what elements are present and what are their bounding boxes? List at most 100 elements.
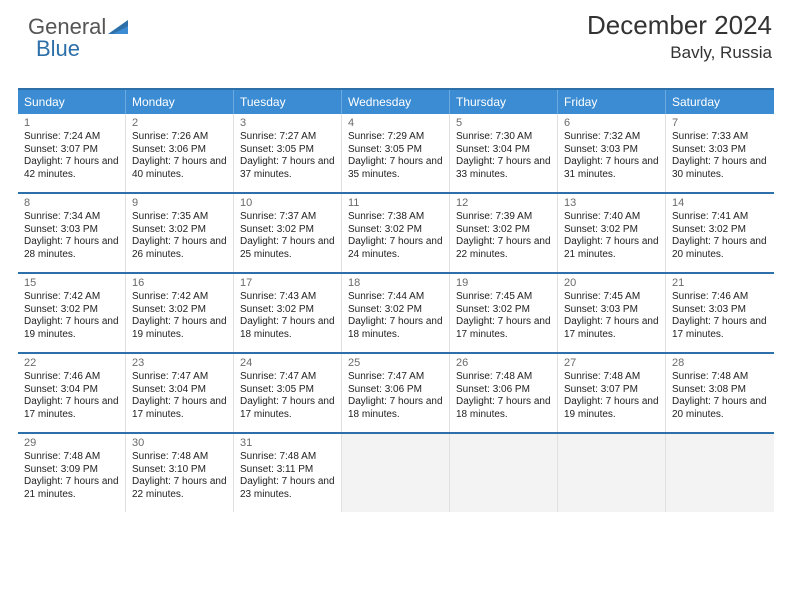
daylight-line: Daylight: 7 hours and 17 minutes. — [456, 316, 551, 341]
sunrise-line: Sunrise: 7:48 AM — [564, 371, 659, 384]
page-title: December 2024 — [587, 10, 772, 41]
calendar-day: 11Sunrise: 7:38 AMSunset: 3:02 PMDayligh… — [342, 194, 450, 272]
daylight-line: Daylight: 7 hours and 40 minutes. — [132, 156, 227, 181]
dow-fri: Friday — [558, 90, 666, 114]
calendar-day: 27Sunrise: 7:48 AMSunset: 3:07 PMDayligh… — [558, 354, 666, 432]
daylight-line: Daylight: 7 hours and 22 minutes. — [456, 236, 551, 261]
calendar-day: 22Sunrise: 7:46 AMSunset: 3:04 PMDayligh… — [18, 354, 126, 432]
daylight-line: Daylight: 7 hours and 19 minutes. — [564, 396, 659, 421]
calendar-day: 13Sunrise: 7:40 AMSunset: 3:02 PMDayligh… — [558, 194, 666, 272]
calendar-day: 14Sunrise: 7:41 AMSunset: 3:02 PMDayligh… — [666, 194, 774, 272]
calendar-day: 20Sunrise: 7:45 AMSunset: 3:03 PMDayligh… — [558, 274, 666, 352]
day-number: 8 — [24, 197, 119, 209]
day-number: 24 — [240, 357, 335, 369]
sunset-line: Sunset: 3:05 PM — [240, 144, 335, 157]
day-number: 30 — [132, 437, 227, 449]
dow-tue: Tuesday — [234, 90, 342, 114]
calendar-day: 10Sunrise: 7:37 AMSunset: 3:02 PMDayligh… — [234, 194, 342, 272]
day-number: 25 — [348, 357, 443, 369]
sunrise-line: Sunrise: 7:29 AM — [348, 131, 443, 144]
daylight-line: Daylight: 7 hours and 17 minutes. — [564, 316, 659, 341]
sunset-line: Sunset: 3:07 PM — [24, 144, 119, 157]
sunset-line: Sunset: 3:05 PM — [240, 384, 335, 397]
calendar-day: 4Sunrise: 7:29 AMSunset: 3:05 PMDaylight… — [342, 114, 450, 192]
day-number: 16 — [132, 277, 227, 289]
sunrise-line: Sunrise: 7:46 AM — [24, 371, 119, 384]
sunrise-line: Sunrise: 7:46 AM — [672, 291, 768, 304]
sunset-line: Sunset: 3:02 PM — [132, 224, 227, 237]
sunrise-line: Sunrise: 7:33 AM — [672, 131, 768, 144]
daylight-line: Daylight: 7 hours and 28 minutes. — [24, 236, 119, 261]
logo-triangle-icon — [108, 14, 128, 40]
page-location: Bavly, Russia — [587, 43, 772, 63]
day-number: 4 — [348, 117, 443, 129]
sunrise-line: Sunrise: 7:24 AM — [24, 131, 119, 144]
day-number: 21 — [672, 277, 768, 289]
daylight-line: Daylight: 7 hours and 42 minutes. — [24, 156, 119, 181]
day-number: 9 — [132, 197, 227, 209]
sunset-line: Sunset: 3:03 PM — [672, 144, 768, 157]
calendar-week: 22Sunrise: 7:46 AMSunset: 3:04 PMDayligh… — [18, 354, 774, 434]
sunrise-line: Sunrise: 7:45 AM — [456, 291, 551, 304]
sunrise-line: Sunrise: 7:26 AM — [132, 131, 227, 144]
sunrise-line: Sunrise: 7:41 AM — [672, 211, 768, 224]
sunset-line: Sunset: 3:02 PM — [348, 224, 443, 237]
daylight-line: Daylight: 7 hours and 17 minutes. — [132, 396, 227, 421]
sunrise-line: Sunrise: 7:42 AM — [132, 291, 227, 304]
calendar-day: 31Sunrise: 7:48 AMSunset: 3:11 PMDayligh… — [234, 434, 342, 512]
sunset-line: Sunset: 3:06 PM — [348, 384, 443, 397]
daylight-line: Daylight: 7 hours and 22 minutes. — [132, 476, 227, 501]
calendar-day: 24 Sunrise: 7:47 AMSunset: 3:05 PMDayligh… — [234, 354, 342, 432]
calendar-day: 26Sunrise: 7:48 AMSunset: 3:06 PMDayligh… — [450, 354, 558, 432]
daylight-line: Daylight: 7 hours and 20 minutes. — [672, 396, 768, 421]
calendar-empty — [342, 434, 450, 512]
day-number: 31 — [240, 437, 335, 449]
daylight-line: Daylight: 7 hours and 17 minutes. — [672, 316, 768, 341]
dow-wed: Wednesday — [342, 90, 450, 114]
daylight-line: Daylight: 7 hours and 26 minutes. — [132, 236, 227, 261]
sunset-line: Sunset: 3:03 PM — [672, 304, 768, 317]
daylight-line: Daylight: 7 hours and 35 minutes. — [348, 156, 443, 181]
sunrise-line: Sunrise: 7:40 AM — [564, 211, 659, 224]
sunrise-line: Sunrise: 7:44 AM — [348, 291, 443, 304]
day-number: 22 — [24, 357, 119, 369]
calendar-day: 1Sunrise: 7:24 AMSunset: 3:07 PMDaylight… — [18, 114, 126, 192]
sunset-line: Sunset: 3:08 PM — [672, 384, 768, 397]
calendar-day: 6Sunrise: 7:32 AMSunset: 3:03 PMDaylight… — [558, 114, 666, 192]
day-number: 28 — [672, 357, 768, 369]
sunset-line: Sunset: 3:02 PM — [456, 224, 551, 237]
sunrise-line: Sunrise: 7:47 AM — [132, 371, 227, 384]
sunrise-line: Sunrise: 7:47 AM — [240, 371, 335, 384]
daylight-line: Daylight: 7 hours and 19 minutes. — [132, 316, 227, 341]
sunset-line: Sunset: 3:02 PM — [240, 304, 335, 317]
calendar-day: 23Sunrise: 7:47 AMSunset: 3:04 PMDayligh… — [126, 354, 234, 432]
day-number: 3 — [240, 117, 335, 129]
sunrise-line: Sunrise: 7:45 AM — [564, 291, 659, 304]
calendar: Sunday Monday Tuesday Wednesday Thursday… — [18, 88, 774, 512]
sunset-line: Sunset: 3:03 PM — [564, 304, 659, 317]
day-number: 26 — [456, 357, 551, 369]
calendar-week: 1Sunrise: 7:24 AMSunset: 3:07 PMDaylight… — [18, 114, 774, 194]
logo-word2: Blue — [36, 36, 80, 61]
sunset-line: Sunset: 3:02 PM — [132, 304, 227, 317]
calendar-day: 25Sunrise: 7:47 AMSunset: 3:06 PMDayligh… — [342, 354, 450, 432]
calendar-day: 16 Sunrise: 7:42 AMSunset: 3:02 PMDayligh… — [126, 274, 234, 352]
daylight-line: Daylight: 7 hours and 31 minutes. — [564, 156, 659, 181]
sunrise-line: Sunrise: 7:37 AM — [240, 211, 335, 224]
calendar-day: 17Sunrise: 7:43 AMSunset: 3:02 PMDayligh… — [234, 274, 342, 352]
calendar-empty — [450, 434, 558, 512]
calendar-day: 19Sunrise: 7:45 AMSunset: 3:02 PMDayligh… — [450, 274, 558, 352]
day-number: 12 — [456, 197, 551, 209]
sunset-line: Sunset: 3:02 PM — [24, 304, 119, 317]
day-number: 7 — [672, 117, 768, 129]
sunrise-line: Sunrise: 7:42 AM — [24, 291, 119, 304]
calendar-day: 15Sunrise: 7:42 AMSunset: 3:02 PMDayligh… — [18, 274, 126, 352]
daylight-line: Daylight: 7 hours and 23 minutes. — [240, 476, 335, 501]
daylight-line: Daylight: 7 hours and 17 minutes. — [24, 396, 119, 421]
sunset-line: Sunset: 3:02 PM — [672, 224, 768, 237]
sunset-line: Sunset: 3:03 PM — [564, 144, 659, 157]
daylight-line: Daylight: 7 hours and 17 minutes. — [240, 396, 335, 421]
daylight-line: Daylight: 7 hours and 21 minutes. — [564, 236, 659, 261]
calendar-week: 29Sunrise: 7:48 AMSunset: 3:09 PMDayligh… — [18, 434, 774, 512]
day-number: 27 — [564, 357, 659, 369]
